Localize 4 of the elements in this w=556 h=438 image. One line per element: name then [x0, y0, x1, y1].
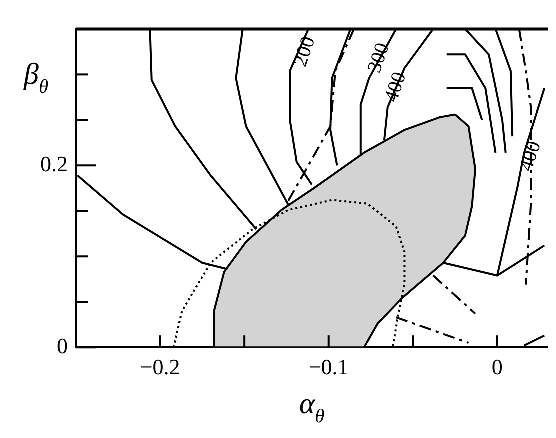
y-tick-label: 0.2	[40, 151, 68, 176]
x-tick-label: −0.2	[140, 354, 180, 380]
x-tick-label: −0.1	[308, 354, 349, 380]
x-tick-label: 0	[492, 354, 503, 380]
